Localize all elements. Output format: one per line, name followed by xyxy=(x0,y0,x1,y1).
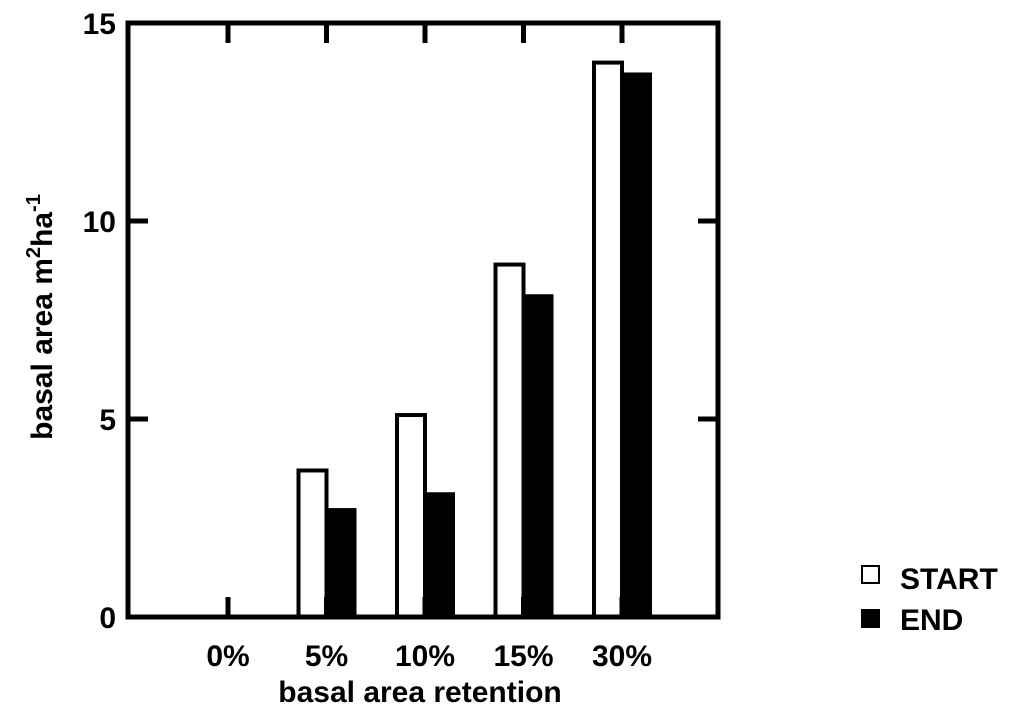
x-tick-label-1: 5% xyxy=(305,640,348,673)
y-axis-title-base: basal area m xyxy=(26,258,59,440)
x-tick-labels: 0% 5% 10% 15% 30% xyxy=(206,640,652,673)
bars-layer xyxy=(296,60,652,620)
y-axis-title-sup2: -1 xyxy=(23,194,45,212)
bar-start-3 xyxy=(493,262,526,619)
legend-end-label: END xyxy=(900,604,963,637)
ticks-layer xyxy=(128,23,718,617)
y-tick-label-3: 15 xyxy=(83,8,116,41)
legend-start-label: START xyxy=(900,563,998,596)
x-axis-title: basal area retention xyxy=(278,676,561,709)
bar-start-1 xyxy=(296,468,329,620)
legend-start-swatch xyxy=(861,565,880,584)
y-axis-title-mid: ha xyxy=(26,212,59,247)
y-tick-label-0: 0 xyxy=(99,602,116,635)
y-tick-label-1: 5 xyxy=(99,404,116,437)
legend: START END xyxy=(861,563,998,637)
y-axis-title: basal area m2ha-1 xyxy=(23,194,59,440)
y-tick-labels: 0 5 10 15 xyxy=(83,8,116,635)
y-tick-label-2: 10 xyxy=(83,206,116,239)
bar-start-2 xyxy=(395,413,427,620)
legend-end-swatch xyxy=(861,609,880,628)
x-tick-label-2: 10% xyxy=(395,640,455,673)
plot-frame xyxy=(125,20,721,620)
bar-end-3 xyxy=(521,294,554,619)
x-tick-label-4: 30% xyxy=(592,640,652,673)
x-tick-label-3: 15% xyxy=(493,640,553,673)
bar-start-4 xyxy=(592,60,624,620)
bar-end-4 xyxy=(620,72,652,620)
bar-end-1 xyxy=(324,508,357,619)
x-tick-label-0: 0% xyxy=(206,640,249,673)
bar-end-2 xyxy=(423,492,455,619)
y-axis-title-sup1: 2 xyxy=(23,247,45,258)
